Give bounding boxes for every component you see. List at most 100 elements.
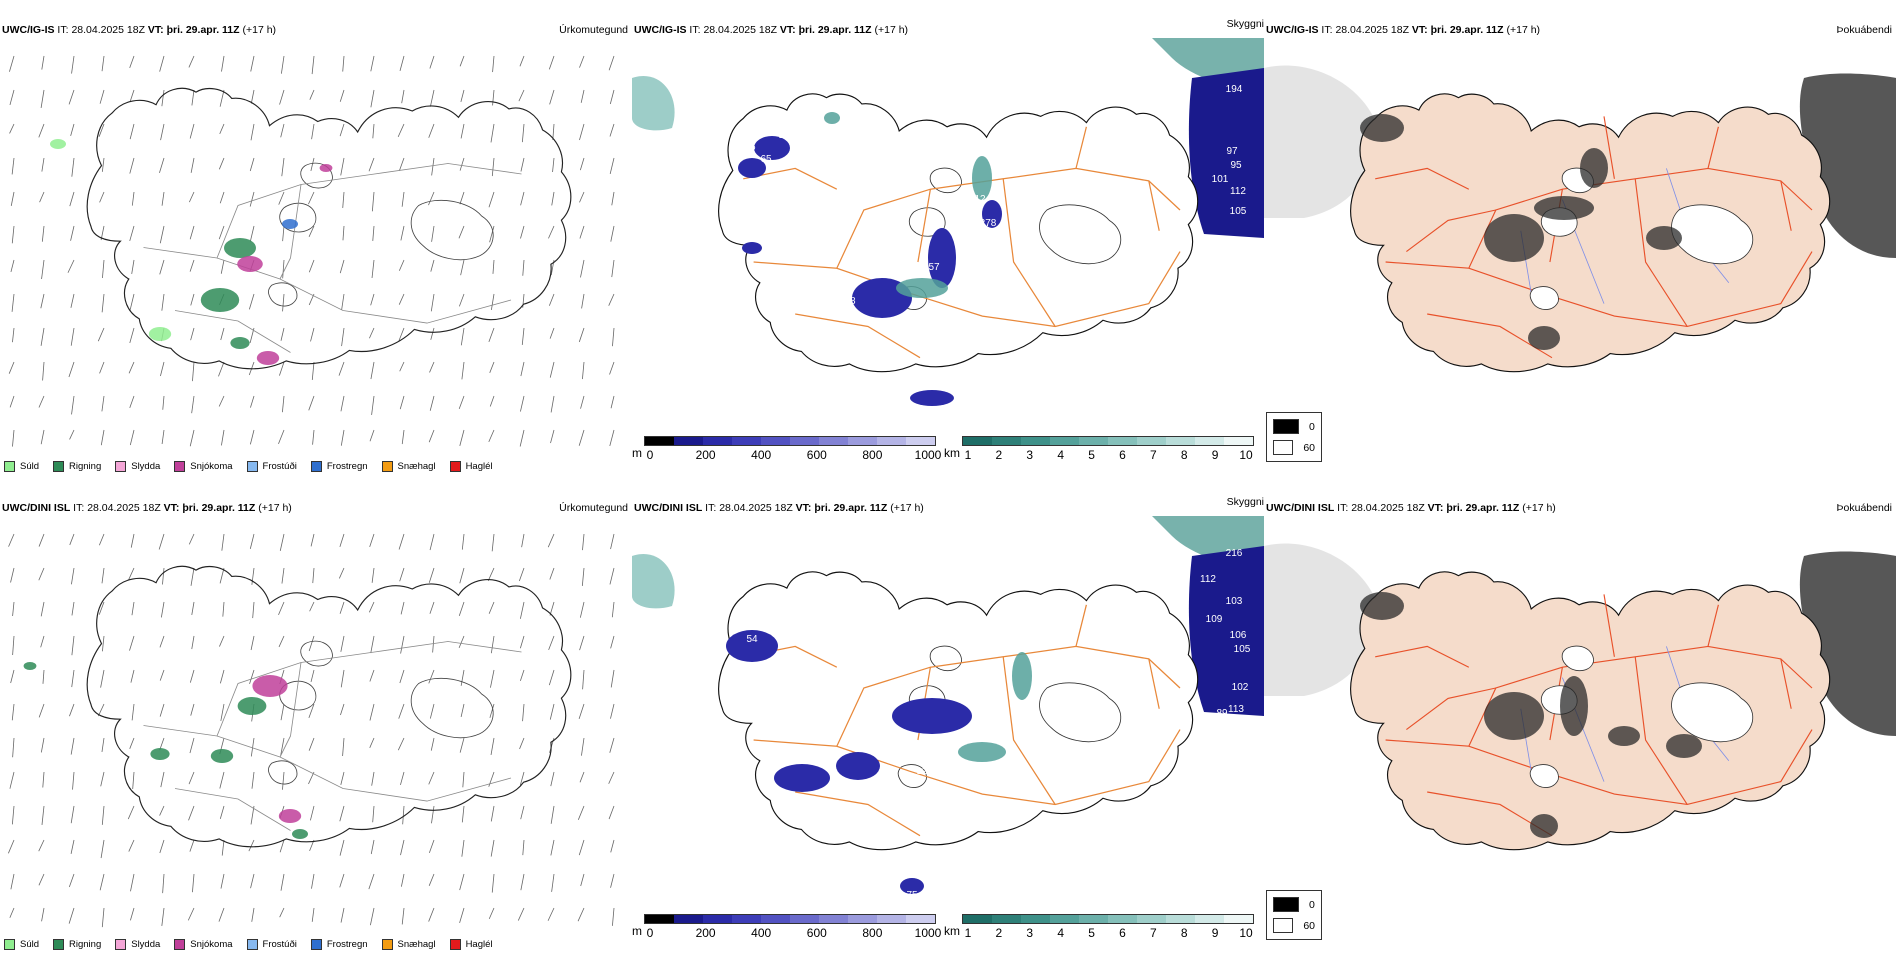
wind-barb bbox=[71, 669, 75, 688]
wind-barb bbox=[580, 873, 585, 887]
wind-barb bbox=[222, 601, 225, 617]
low-ceiling-area bbox=[726, 630, 778, 662]
wind-barb bbox=[612, 907, 615, 926]
wind-barb bbox=[250, 873, 255, 889]
wind-barb bbox=[220, 873, 225, 889]
wind-barb bbox=[549, 361, 555, 378]
wind-barb bbox=[98, 601, 105, 615]
precip-type-legend: Súld Rigning Slydda Snjókoma Frostúði Frostre… bbox=[4, 461, 493, 472]
colorbar-tick: 3 bbox=[1026, 448, 1034, 462]
ceiling-value-label: 97 bbox=[1226, 146, 1238, 157]
wind-barb bbox=[38, 703, 45, 718]
wind-barb bbox=[428, 567, 435, 583]
wind-barb bbox=[429, 601, 435, 614]
wind-barb bbox=[429, 703, 435, 719]
wind-barb bbox=[398, 259, 405, 271]
wind-barb bbox=[608, 805, 615, 820]
wind-barb bbox=[69, 429, 75, 440]
legend-swatch bbox=[381, 939, 393, 950]
road bbox=[1406, 209, 1496, 253]
road bbox=[1075, 604, 1088, 647]
legend-label: Haglél bbox=[465, 461, 493, 472]
colorbar-tick: 9 bbox=[1211, 926, 1219, 940]
wind-barb bbox=[41, 157, 45, 172]
road bbox=[917, 189, 932, 263]
wind-barb bbox=[547, 907, 555, 921]
precip-area bbox=[237, 256, 263, 272]
wind-barb bbox=[579, 157, 585, 171]
wind-barb bbox=[489, 395, 495, 407]
precip-area bbox=[50, 139, 66, 149]
colorbar-gradient bbox=[962, 436, 1254, 446]
wind-barb bbox=[609, 89, 615, 105]
legend-item: Frostúði bbox=[246, 461, 297, 472]
wind-barb bbox=[131, 601, 135, 616]
wind-barb bbox=[278, 601, 285, 616]
wind-barb bbox=[97, 703, 105, 717]
valid-time: þri. 29.apr. 11Z bbox=[1446, 502, 1520, 514]
init-time: 28.04.2025 18Z bbox=[719, 502, 793, 514]
legend-label: Frostúði bbox=[262, 939, 297, 950]
wind-barb bbox=[249, 429, 255, 445]
wind-barb bbox=[219, 89, 225, 107]
wind-barb bbox=[159, 669, 165, 681]
wind-barb bbox=[129, 429, 135, 446]
wind-barb bbox=[248, 293, 255, 310]
legend-label: Súld bbox=[20, 461, 40, 472]
wind-barb bbox=[459, 907, 465, 923]
wind-barb bbox=[429, 89, 435, 107]
legend-swatch bbox=[115, 461, 127, 472]
wind-barb bbox=[401, 429, 405, 445]
wind-barb bbox=[429, 55, 435, 69]
wind-barb bbox=[370, 839, 375, 855]
wind-barb bbox=[461, 361, 465, 380]
precip-area bbox=[210, 749, 234, 763]
colorbar-tick: 400 bbox=[751, 448, 772, 462]
wind-barb bbox=[219, 771, 225, 789]
wind-barb bbox=[158, 533, 165, 550]
wind-barb bbox=[71, 55, 75, 74]
wind-barb bbox=[432, 635, 435, 653]
wind-barb bbox=[610, 635, 615, 649]
wind-barb bbox=[129, 737, 135, 749]
precip-area bbox=[252, 675, 288, 697]
variable-name: Þokuábendi bbox=[1836, 502, 1892, 514]
wind-barb bbox=[428, 191, 435, 206]
wind-barb bbox=[68, 361, 75, 378]
wind-barb bbox=[460, 669, 465, 686]
wind-barb bbox=[580, 395, 585, 409]
model-name: UWC/DINI ISL bbox=[634, 502, 703, 514]
fog-high-label: 0 bbox=[1309, 898, 1315, 911]
wind-barb bbox=[489, 703, 495, 718]
wind-barb bbox=[69, 191, 75, 207]
road bbox=[1780, 658, 1792, 709]
colorbar-tick: 6 bbox=[1119, 926, 1126, 940]
wind-barb bbox=[548, 669, 555, 686]
wind-barb bbox=[549, 327, 555, 339]
wind-barb bbox=[340, 157, 345, 176]
legend-item: Snæhagl bbox=[381, 939, 436, 950]
wind-barb bbox=[12, 429, 15, 447]
fog-area bbox=[1646, 226, 1682, 250]
wind-barb bbox=[251, 771, 255, 789]
wind-barb bbox=[610, 395, 615, 409]
wind-barb bbox=[9, 89, 15, 106]
wind-barb bbox=[70, 839, 75, 854]
it-label: IT: bbox=[1337, 502, 1349, 514]
wind-barb bbox=[280, 873, 285, 891]
wind-barb bbox=[38, 533, 45, 547]
ceiling-value-label: 112 bbox=[1200, 574, 1216, 585]
iceland-coastline bbox=[86, 87, 572, 370]
wind-barb bbox=[369, 669, 375, 682]
wind-barb bbox=[488, 907, 495, 920]
low-ceiling-area bbox=[742, 242, 762, 254]
wind-barb bbox=[341, 327, 345, 347]
wind-barb bbox=[582, 669, 585, 690]
legend-item: Snjókoma bbox=[174, 939, 233, 950]
wind-barb bbox=[399, 361, 405, 372]
wind-barb bbox=[38, 839, 45, 852]
colorbar-tick: 8 bbox=[1180, 448, 1188, 462]
wind-barb bbox=[282, 395, 285, 413]
wind-barb bbox=[489, 225, 495, 243]
wind-barb bbox=[251, 567, 255, 585]
